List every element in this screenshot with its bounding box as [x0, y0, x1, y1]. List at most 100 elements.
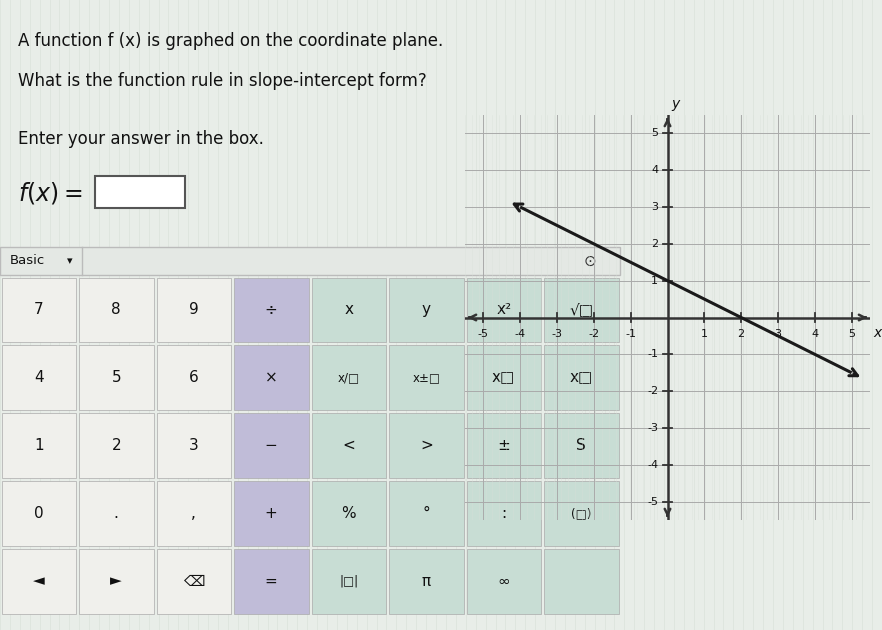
Text: y: y — [422, 302, 430, 318]
Bar — [234, 345, 309, 410]
Text: +: + — [265, 506, 278, 521]
Text: >: > — [420, 438, 433, 453]
Bar — [0, 247, 620, 275]
Text: -4: -4 — [515, 329, 526, 340]
Bar — [234, 549, 309, 614]
Bar — [79, 481, 153, 546]
Bar — [156, 481, 231, 546]
Text: ⌫: ⌫ — [183, 573, 205, 588]
Text: (□): (□) — [571, 507, 592, 520]
Text: 3: 3 — [774, 329, 781, 340]
Text: <: < — [342, 438, 355, 453]
Text: x□: x□ — [570, 370, 593, 385]
Bar — [234, 277, 309, 342]
Bar — [156, 413, 231, 478]
Text: $f(x) =$: $f(x) =$ — [18, 180, 83, 206]
Bar — [389, 413, 464, 478]
Text: 4: 4 — [34, 370, 43, 385]
Bar — [311, 549, 386, 614]
Text: x: x — [344, 302, 354, 318]
Text: x±□: x±□ — [412, 371, 440, 384]
Text: x□: x□ — [492, 370, 515, 385]
Text: -5: -5 — [647, 496, 658, 507]
Text: ∞: ∞ — [497, 573, 510, 588]
Bar — [234, 413, 309, 478]
Text: -1: -1 — [647, 349, 658, 359]
Bar — [389, 345, 464, 410]
Bar — [467, 345, 541, 410]
Text: -2: -2 — [647, 386, 658, 396]
Text: ►: ► — [110, 573, 122, 588]
Text: |□|: |□| — [340, 575, 358, 588]
Text: ÷: ÷ — [265, 302, 278, 318]
Bar — [2, 481, 76, 546]
Bar — [467, 413, 541, 478]
Bar — [234, 481, 309, 546]
Bar — [544, 549, 618, 614]
Text: 5: 5 — [848, 329, 855, 340]
Bar — [156, 277, 231, 342]
Text: %: % — [341, 506, 356, 521]
Text: 3: 3 — [651, 202, 658, 212]
Bar — [79, 413, 153, 478]
Text: ◄: ◄ — [33, 573, 45, 588]
Text: y: y — [671, 97, 680, 112]
Bar — [156, 549, 231, 614]
Text: x: x — [874, 326, 882, 340]
Bar — [2, 277, 76, 342]
Text: S: S — [576, 438, 587, 453]
Text: 4: 4 — [651, 165, 658, 175]
Text: -5: -5 — [478, 329, 489, 340]
Text: :: : — [501, 506, 506, 521]
Bar — [2, 413, 76, 478]
Text: 0: 0 — [34, 506, 43, 521]
Bar — [79, 277, 153, 342]
Text: −: − — [265, 438, 278, 453]
Bar — [311, 413, 386, 478]
Bar — [79, 345, 153, 410]
Text: ±: ± — [497, 438, 510, 453]
Text: .: . — [114, 506, 119, 521]
Text: 6: 6 — [189, 370, 198, 385]
Text: -3: -3 — [551, 329, 563, 340]
Text: π: π — [422, 573, 430, 588]
Text: 2: 2 — [651, 239, 658, 249]
Text: ▾: ▾ — [67, 256, 73, 266]
Text: °: ° — [422, 506, 430, 521]
Text: ,: , — [191, 506, 196, 521]
Text: A function f (x) is graphed on the coordinate plane.: A function f (x) is graphed on the coord… — [18, 32, 444, 50]
Text: Enter your answer in the box.: Enter your answer in the box. — [18, 130, 264, 148]
Text: -3: -3 — [647, 423, 658, 433]
Text: 8: 8 — [111, 302, 121, 318]
Bar — [311, 277, 386, 342]
Text: 1: 1 — [34, 438, 43, 453]
Text: 5: 5 — [651, 129, 658, 139]
Text: -4: -4 — [647, 460, 658, 470]
Bar — [544, 413, 618, 478]
Text: =: = — [265, 573, 278, 588]
Bar — [311, 481, 386, 546]
Bar — [467, 481, 541, 546]
Bar — [467, 549, 541, 614]
Text: 2: 2 — [737, 329, 744, 340]
Text: 4: 4 — [811, 329, 818, 340]
Bar — [156, 345, 231, 410]
Text: -1: -1 — [625, 329, 636, 340]
Bar — [389, 277, 464, 342]
Bar — [544, 481, 618, 546]
Bar — [389, 549, 464, 614]
Text: What is the function rule in slope-intercept form?: What is the function rule in slope-inter… — [18, 72, 427, 90]
Text: ⊙: ⊙ — [584, 253, 596, 268]
Bar — [544, 277, 618, 342]
Bar — [79, 549, 153, 614]
Text: 1: 1 — [651, 276, 658, 285]
Text: 9: 9 — [189, 302, 198, 318]
Text: -2: -2 — [588, 329, 600, 340]
Text: 5: 5 — [111, 370, 121, 385]
Bar — [467, 277, 541, 342]
Bar — [2, 549, 76, 614]
Bar — [311, 345, 386, 410]
Text: 3: 3 — [189, 438, 198, 453]
Text: 2: 2 — [111, 438, 121, 453]
Text: ×: × — [265, 370, 278, 385]
